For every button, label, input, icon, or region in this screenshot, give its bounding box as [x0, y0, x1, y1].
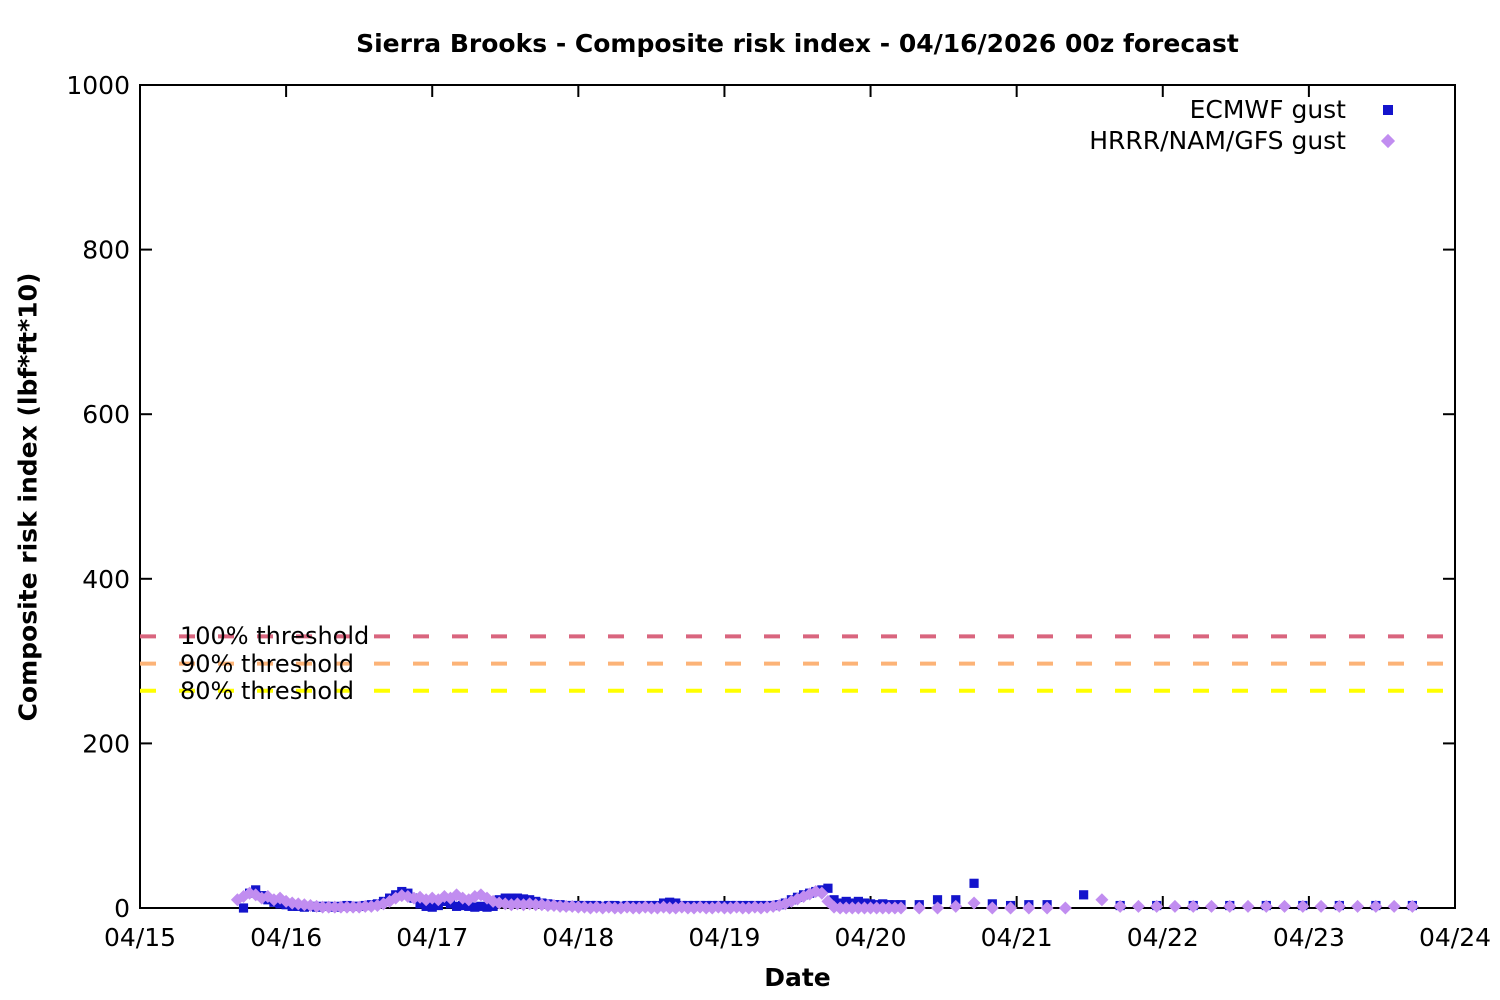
data-point-square [506, 893, 516, 903]
y-axis-title: Composite risk index (lbf*ft*10) [13, 272, 43, 722]
data-point-square [951, 895, 961, 905]
data-point-diamond [1004, 901, 1018, 915]
data-point-square [823, 883, 833, 893]
data-point-diamond [1131, 899, 1145, 913]
data-point-diamond [1223, 899, 1237, 913]
x-tick-label: 04/19 [688, 923, 760, 952]
data-point-square [415, 899, 425, 909]
data-point-square [238, 903, 249, 913]
x-tick-label: 04/15 [104, 923, 176, 952]
x-tick-label: 04/21 [981, 923, 1053, 952]
y-tick-label: 1000 [66, 71, 130, 100]
y-tick-label: 0 [114, 894, 130, 923]
data-point-square [1079, 890, 1089, 900]
data-point-diamond [1186, 899, 1200, 913]
data-point-diamond [912, 901, 926, 915]
y-tick-label: 800 [82, 236, 130, 265]
data-point-diamond [1168, 899, 1182, 913]
data-point-diamond [1241, 899, 1255, 913]
data-point-diamond [1022, 901, 1036, 915]
y-tick-label: 400 [82, 565, 130, 594]
data-point-square [853, 896, 863, 907]
axis-border [139, 84, 1456, 909]
x-tick-label: 04/23 [1273, 923, 1345, 952]
data-point-diamond [1150, 899, 1164, 913]
data-point-diamond [1351, 899, 1365, 913]
data-point-diamond [1296, 899, 1310, 913]
data-point-square [829, 895, 839, 905]
x-tick-label: 04/18 [542, 923, 614, 952]
data-point-square [932, 895, 943, 905]
data-point-diamond [1332, 899, 1346, 913]
data-point-square [841, 896, 851, 907]
data-point-diamond [1095, 893, 1109, 907]
data-point-diamond [949, 899, 963, 913]
data-point-diamond [967, 896, 981, 910]
data-point-diamond [1058, 901, 1072, 915]
x-tick-label: 04/16 [250, 923, 322, 952]
x-tick-label: 04/22 [1127, 923, 1199, 952]
data-point-square [482, 902, 492, 912]
data-point-diamond [1314, 899, 1328, 913]
x-tick-label: 04/24 [1419, 923, 1491, 952]
data-point-square [458, 900, 468, 911]
x-tick-label: 04/17 [396, 923, 468, 952]
data-point-square [451, 901, 462, 911]
data-point-square [470, 902, 480, 912]
data-point-diamond [985, 901, 999, 915]
data-point-square [427, 902, 437, 912]
x-axis-title: Date [764, 963, 831, 992]
data-point-diamond [815, 886, 829, 900]
legend-label-ecmwf: ECMWF gust [1189, 95, 1346, 124]
legend-label-hrrr-nam-gfs: HRRR/NAM/GFS gust [1089, 126, 1346, 155]
data-point-diamond [1113, 899, 1127, 913]
legend-entry-ecmwf: ECMWF gust [1089, 94, 1430, 125]
data-point-square [476, 901, 486, 911]
data-point-diamond [931, 901, 945, 915]
data-point-diamond [1278, 899, 1292, 913]
y-tick-label: 600 [82, 400, 130, 429]
data-point-diamond [1405, 899, 1419, 913]
square-marker-icon [1383, 104, 1393, 115]
data-point-diamond [1040, 901, 1054, 915]
data-point-diamond [1387, 899, 1401, 913]
data-point-square [421, 901, 431, 911]
data-point-diamond [894, 901, 908, 915]
y-tick-label: 200 [82, 729, 130, 758]
data-point-diamond [1204, 899, 1218, 913]
threshold-label-100: 100% threshold [180, 622, 370, 651]
data-point-diamond [1259, 899, 1273, 913]
data-point-square [969, 878, 979, 888]
chart-title: Sierra Brooks - Composite risk index - 0… [356, 29, 1239, 58]
x-tick-label: 04/20 [835, 923, 907, 952]
threshold-label-80: 80% threshold [180, 676, 354, 705]
legend-marker-cell [1346, 104, 1430, 115]
legend-marker-cell [1346, 133, 1430, 148]
data-point-square [464, 901, 474, 911]
legend-entry-hrrr-nam-gfs: HRRR/NAM/GFS gust [1089, 125, 1430, 156]
data-point-diamond [1369, 899, 1383, 913]
diamond-marker-icon [1380, 133, 1396, 148]
legend: ECMWF gust HRRR/NAM/GFS gust [1089, 94, 1430, 156]
threshold-label-90: 90% threshold [180, 649, 354, 678]
